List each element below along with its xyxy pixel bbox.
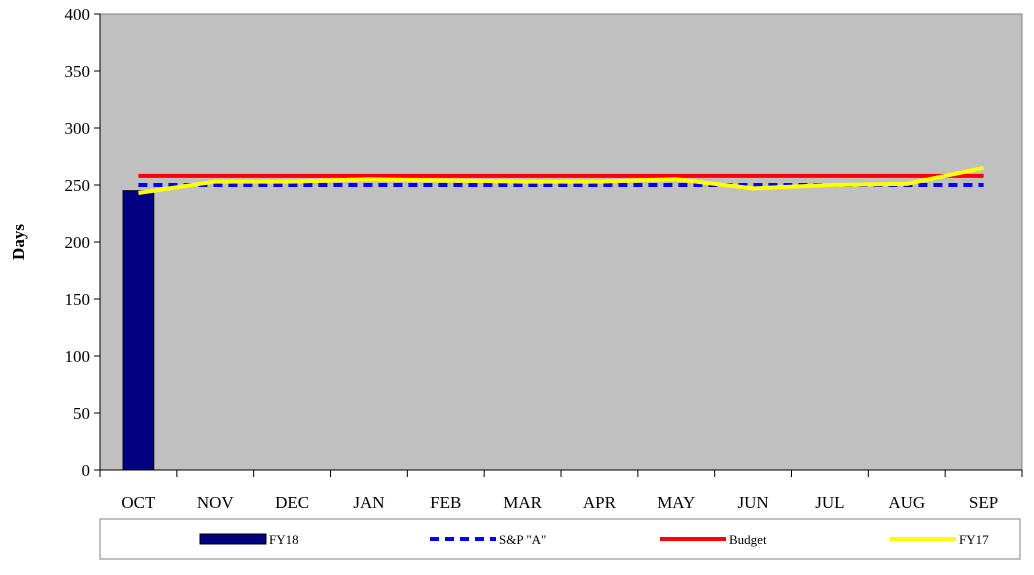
legend-label-budget: Budget	[729, 532, 767, 547]
x-tick-label: AUG	[888, 493, 925, 512]
x-tick-label: SEP	[969, 493, 998, 512]
x-tick-label: MAY	[657, 493, 695, 512]
y-tick-label: 150	[65, 290, 91, 309]
x-tick-label: JUN	[737, 493, 768, 512]
legend-swatch-fy18	[199, 533, 267, 545]
y-tick-label: 300	[65, 119, 91, 138]
x-tick-label: MAR	[503, 493, 542, 512]
legend-label-s-p-a: S&P "A"	[499, 532, 546, 547]
x-tick-label: DEC	[275, 493, 309, 512]
plot-background	[99, 13, 1023, 471]
bar-fy18	[122, 190, 155, 471]
y-tick-label: 0	[82, 461, 91, 480]
y-tick-label: 400	[65, 5, 91, 24]
x-tick-label: JAN	[353, 493, 384, 512]
y-tick-label: 250	[65, 176, 91, 195]
x-tick-label: NOV	[197, 493, 235, 512]
y-tick-label: 100	[65, 347, 91, 366]
y-tick-label: 350	[65, 62, 91, 81]
x-tick-label: OCT	[121, 493, 156, 512]
plot-area: 0 50 100 150 200 250 300 350 400 OCT NOV DEC JAN FEB M…	[65, 5, 1023, 512]
legend-label-fy18: FY18	[269, 532, 299, 547]
y-tick-label: 50	[73, 404, 90, 423]
y-tick-label: 200	[65, 233, 91, 252]
series-line-fy17	[138, 165, 984, 195]
legend: FY18 S&P "A" Budget FY17	[99, 518, 1021, 560]
x-tick-label: JUL	[815, 493, 844, 512]
legend-label-fy17: FY17	[959, 532, 989, 547]
x-tick-label: FEB	[430, 493, 461, 512]
x-tick-label: APR	[583, 493, 617, 512]
y-axis-title: Days	[9, 224, 28, 260]
